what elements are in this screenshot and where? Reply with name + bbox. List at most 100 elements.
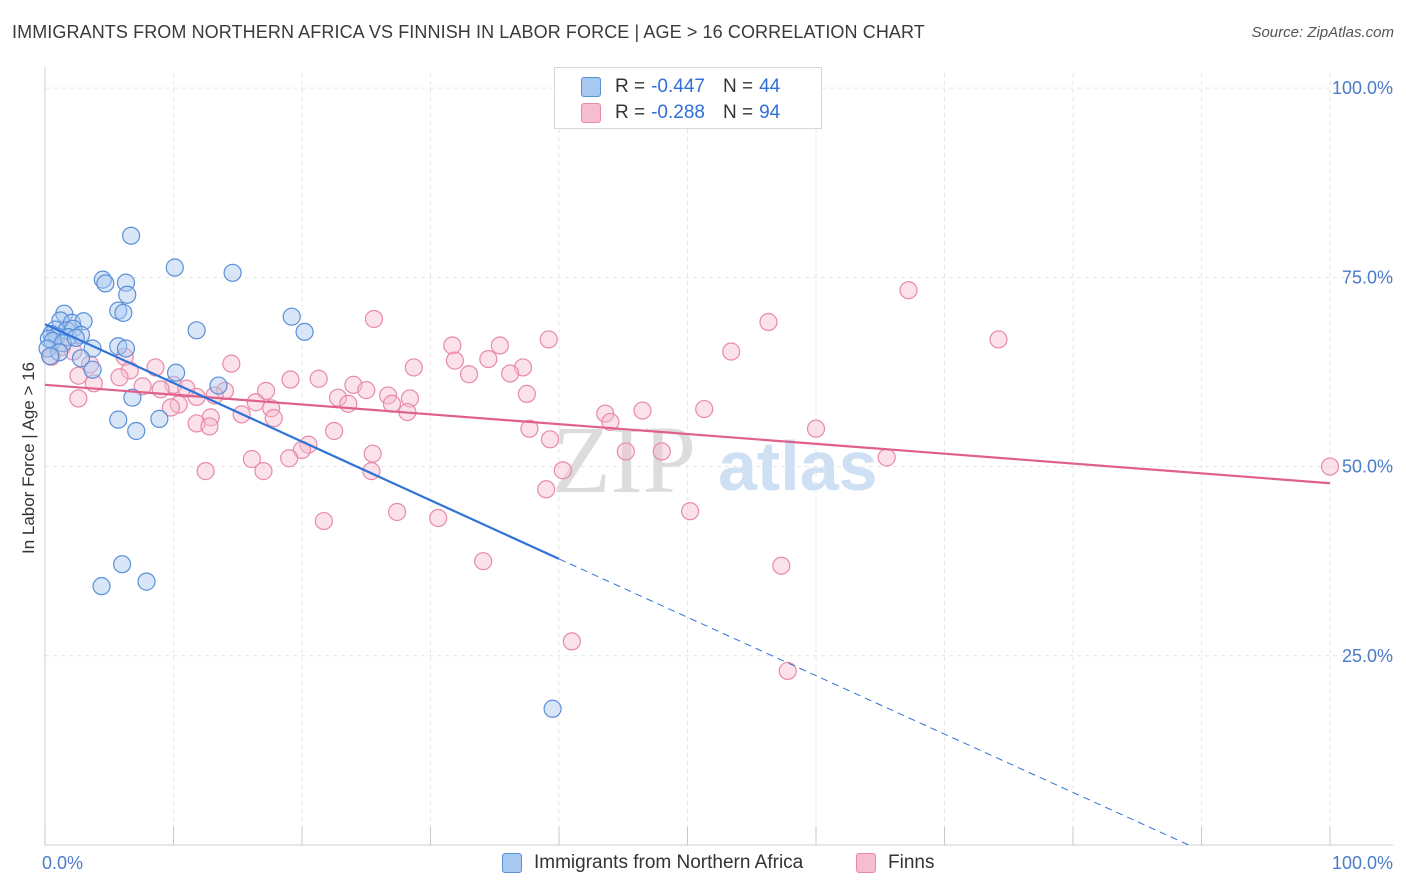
correlation-legend: R = -0.447 N = 44 R = -0.288 N = 94 [554,67,822,129]
immigrants-point [121,226,141,245]
legend-n-label: N = [722,76,754,97]
finns-point [382,394,402,413]
finns-point [404,358,423,377]
immigrants-point [114,303,133,323]
finns-point [877,448,896,467]
y-tick-label: 50.0% [1342,457,1393,477]
finns-point [364,309,384,329]
legend-row-finns: R = -0.288 N = 94 [581,100,780,126]
immigrants-point [41,346,60,366]
immigrants-point [209,376,228,395]
y-tick-label: 25.0% [1342,646,1393,666]
finns-point [601,412,620,432]
finns-point [69,389,88,408]
finns-point [459,365,479,384]
immigrants-point [109,410,128,429]
finns-point [264,409,283,428]
immigrants-trend-extension [558,558,1189,846]
x-tick-label-left: 0.0% [42,853,83,873]
finns-point [695,399,714,419]
series-legend-finns: Finns [856,852,934,874]
finns-point [325,421,344,441]
legend-n-value: 44 [759,76,781,97]
finns-point [501,364,520,383]
legend-r-label: R = [615,102,646,123]
finns-point [256,381,276,400]
finns-point [200,417,219,436]
immigrants-point [295,322,314,341]
legend-r-value: -0.288 [651,102,705,123]
immigrants-point [123,388,142,407]
series-legend-immigrants: Immigrants from Northern Africa [502,852,803,874]
series-swatch-pink [856,853,876,873]
finns-point [772,556,791,575]
series-label-immigrants: Immigrants from Northern Africa [534,852,804,873]
immigrants-point [166,363,186,382]
finns-point [759,312,778,332]
immigrants-point [137,572,156,591]
finns-point [357,381,376,400]
finns-point [146,358,165,377]
finns-point [722,342,741,361]
finns-point [445,351,465,370]
immigrants-point [92,577,111,596]
gridlines [45,73,1393,845]
finns-point [363,444,382,463]
finns-point [151,380,170,399]
finns-point [517,384,536,404]
finns-point [1320,457,1340,476]
immigrants-point [96,274,115,293]
finns-point [281,370,300,389]
immigrants-point [83,360,102,379]
y-tick-label: 75.0% [1342,267,1393,287]
finns-point [520,419,539,438]
finns-point [989,330,1008,349]
finns-point [387,502,407,522]
source-label: Source: ZipAtlas.com [1251,24,1394,41]
finns-trend-line [44,383,1331,485]
finns-point [110,368,129,387]
legend-n-value: 94 [759,102,781,123]
finns-point [680,502,700,521]
series-swatch-blue [502,853,522,873]
finns-point [562,632,581,651]
axes [44,67,1393,846]
immigrants-point [543,699,562,718]
finns-point [196,462,215,481]
finns-point [537,480,556,499]
finns-point [339,394,358,413]
immigrants-point [187,321,206,340]
immigrants-point [112,555,132,574]
legend-row-immigrants: R = -0.447 N = 44 [581,74,780,100]
finns-point [161,398,181,417]
finns-point [314,511,333,531]
chart-title: IMMIGRANTS FROM NORTHERN AFRICA VS FINNI… [12,22,925,42]
legend-swatch-blue [581,77,601,97]
finns-point [806,419,826,438]
finns-point [633,401,652,420]
finns-point [616,442,635,461]
immigrants-point [118,285,137,304]
finns-point [540,430,560,449]
legend-n-label: N = [722,102,754,123]
x-tick-label-right: 100.0% [1332,853,1393,873]
finns-point [778,661,797,681]
finns-point [254,462,273,481]
watermark: ZIP atlas [552,406,878,513]
finns-point [133,377,152,396]
immigrants-point [50,343,69,362]
finns-point [539,330,558,349]
finns-point [553,461,572,480]
immigrants-point [71,349,91,368]
finns-point [474,552,493,571]
finns-point [443,336,462,355]
immigrants-point [282,307,301,326]
y-tick-label: 100.0% [1332,78,1393,98]
finns-point [652,442,671,461]
legend-r-label: R = [615,76,646,97]
immigrants-point [74,312,93,331]
y-axis-title: In Labor Force | Age > 16 [19,362,38,554]
finns-point [479,349,498,369]
immigrants-point [116,339,136,358]
